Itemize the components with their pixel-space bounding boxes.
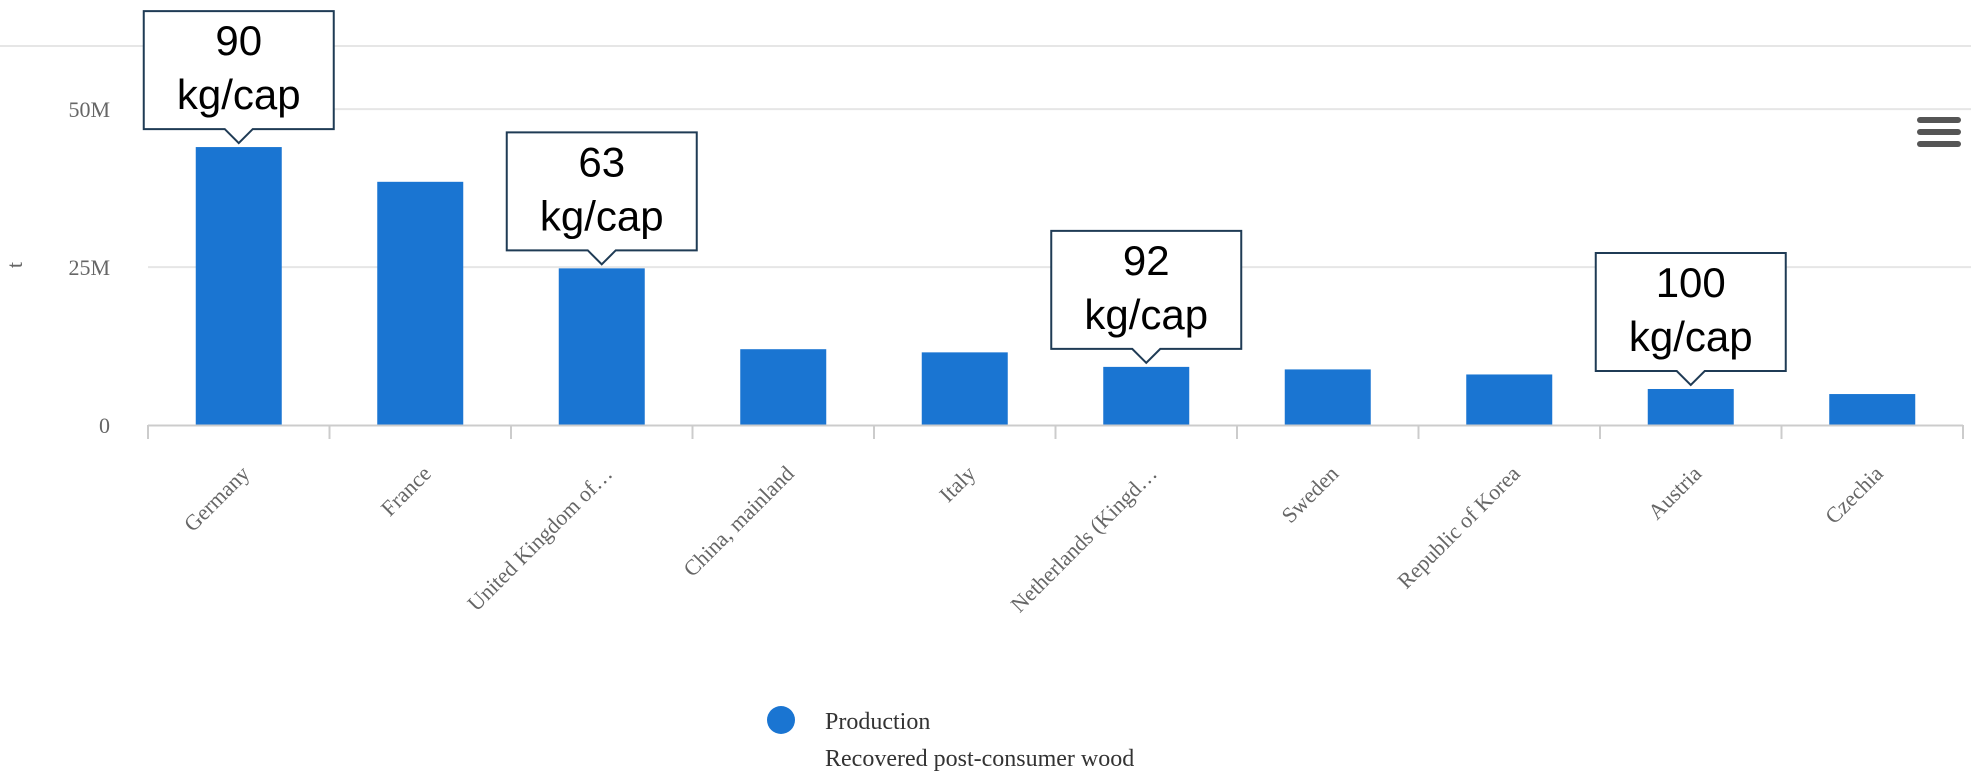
y-tick-label: 50M [68,97,110,122]
bar[interactable] [1103,366,1190,425]
bars [195,147,1916,426]
callout: 100 kg/cap [1594,251,1787,387]
legend-series-name[interactable]: Production [825,709,930,735]
bar[interactable] [195,147,282,426]
y-tick-label: 0 [99,413,110,438]
callout-box [1594,251,1787,387]
bar[interactable] [1829,394,1916,425]
bar[interactable] [740,349,827,425]
bar[interactable] [1647,388,1734,425]
bar[interactable] [1466,374,1553,425]
callout-box [142,10,335,145]
x-tick-label: Italy [934,461,980,507]
callout-label: 90 [215,17,262,64]
x-tick-label: China, mainland [678,461,799,582]
callout-label: kg/cap [1084,291,1208,338]
callout-label: kg/cap [177,71,301,118]
legend-series-subtitle[interactable]: Recovered post-consumer wood [825,746,1134,772]
y-axis-label: t [2,262,27,268]
bar[interactable] [558,268,645,425]
bar[interactable] [377,181,464,425]
callout-label: kg/cap [1629,313,1753,360]
x-tick-label: Republic of Korea [1392,461,1525,594]
bar[interactable] [1284,369,1371,425]
y-axis: 0 25M 50M [68,97,110,438]
callout-box [505,131,698,266]
callout: 92 kg/cap [1050,229,1243,365]
x-tick-label: Germany [179,461,255,537]
callouts: 90 kg/cap 63 kg/cap 92 kg/cap 100 kg/cap [142,10,1787,387]
legend-marker[interactable] [767,706,795,734]
x-tick-label: United Kingdom of… [462,461,617,616]
callout-label: kg/cap [540,192,664,239]
y-tick-label: 25M [68,255,110,280]
x-tick-label: Czechia [1820,461,1888,529]
hamburger-menu-icon[interactable] [1917,117,1961,153]
x-axis: Germany France United Kingdom of… China, ma… [147,424,1964,617]
callout-label: 63 [578,138,625,185]
x-tick-label: Austria [1643,461,1707,525]
x-tick-label: France [376,461,436,521]
callout-label: 100 [1656,259,1726,306]
legend[interactable]: Production Recovered post-consumer wood [767,706,1134,772]
callout-box [1050,229,1243,365]
callout: 90 kg/cap [142,10,335,145]
callout: 63 kg/cap [505,131,698,266]
bar[interactable] [921,352,1008,425]
callout-label: 92 [1123,237,1170,284]
x-tick-label: Netherlands (Kingd… [1005,461,1161,617]
x-tick-label: Sweden [1276,461,1343,528]
